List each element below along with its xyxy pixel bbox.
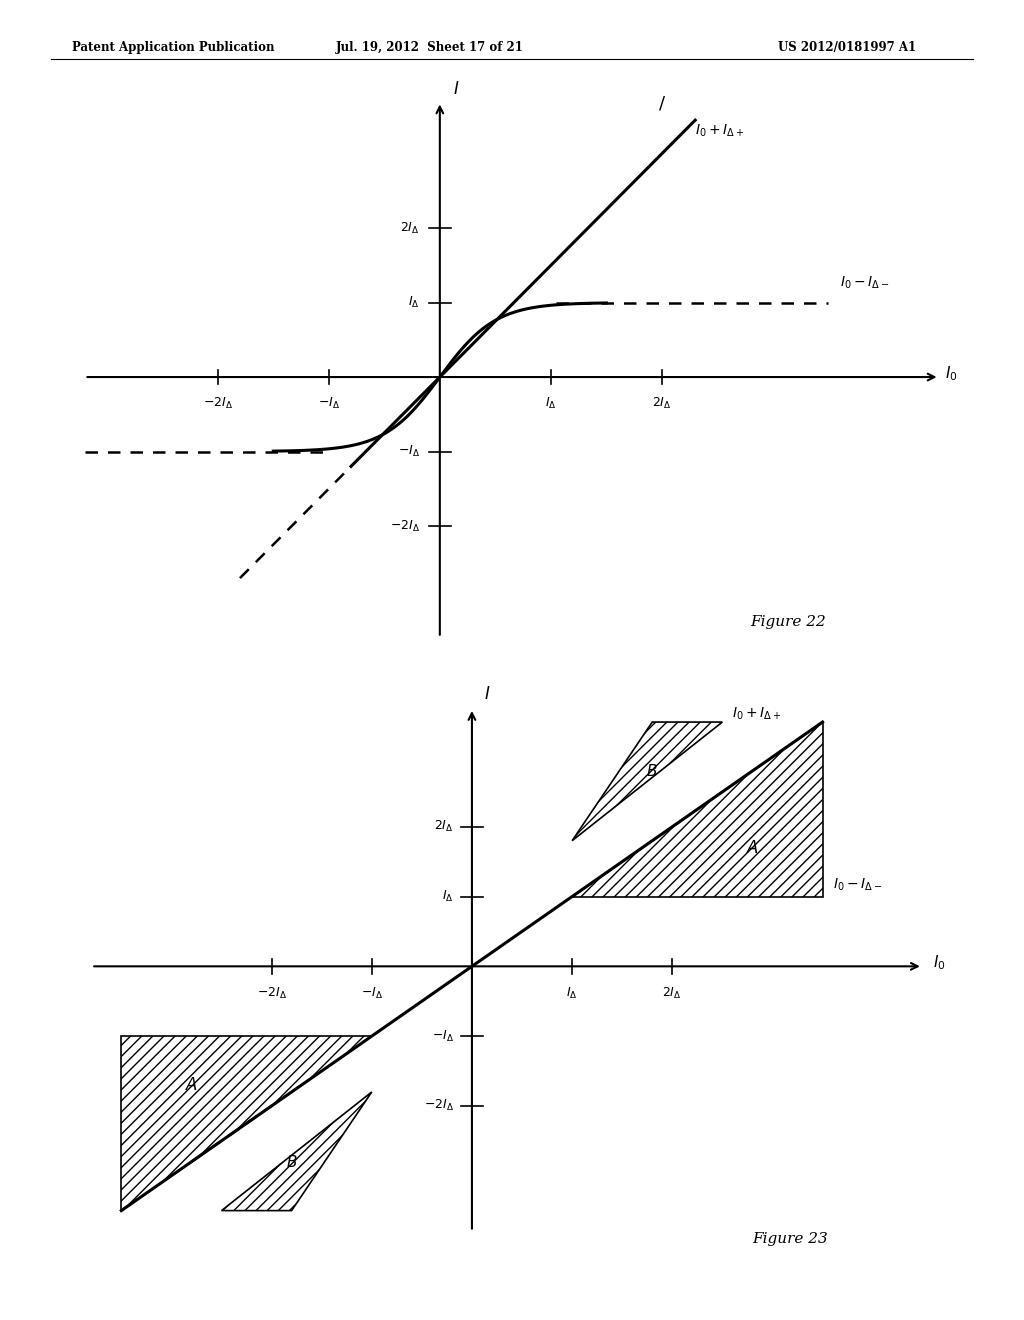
Text: Figure 22: Figure 22 <box>751 615 826 630</box>
Text: $I_\Delta$: $I_\Delta$ <box>442 888 454 904</box>
Text: $-I_\Delta$: $-I_\Delta$ <box>397 444 420 459</box>
Text: Figure 23: Figure 23 <box>753 1232 828 1246</box>
Text: $I_\Delta$: $I_\Delta$ <box>409 296 420 310</box>
Text: $2I_\Delta$: $2I_\Delta$ <box>652 396 672 411</box>
Text: $2I_\Delta$: $2I_\Delta$ <box>434 820 454 834</box>
Text: $I_\Delta$: $I_\Delta$ <box>545 396 557 411</box>
Text: $-2I_\Delta$: $-2I_\Delta$ <box>390 519 420 533</box>
Text: $I_0+I_{\Delta+}$: $I_0+I_{\Delta+}$ <box>695 123 744 139</box>
Text: $B$: $B$ <box>286 1154 297 1170</box>
Text: $-I_\Delta$: $-I_\Delta$ <box>432 1028 454 1044</box>
Text: $-I_\Delta$: $-I_\Delta$ <box>317 396 340 411</box>
Text: Patent Application Publication: Patent Application Publication <box>72 41 274 54</box>
Text: $2I_\Delta$: $2I_\Delta$ <box>400 220 420 236</box>
Text: $I_0$: $I_0$ <box>945 364 957 383</box>
Text: $A$: $A$ <box>745 838 759 857</box>
Text: $-2I_\Delta$: $-2I_\Delta$ <box>424 1098 454 1114</box>
Text: $B$: $B$ <box>646 763 658 779</box>
Text: $/$: $/$ <box>657 95 666 112</box>
Text: US 2012/0181997 A1: US 2012/0181997 A1 <box>778 41 916 54</box>
Text: Jul. 19, 2012  Sheet 17 of 21: Jul. 19, 2012 Sheet 17 of 21 <box>336 41 524 54</box>
Text: $I_0-I_{\Delta-}$: $I_0-I_{\Delta-}$ <box>833 876 882 894</box>
Text: $I_0$: $I_0$ <box>933 953 945 973</box>
Text: $2I_\Delta$: $2I_\Delta$ <box>663 986 682 1001</box>
Text: $-2I_\Delta$: $-2I_\Delta$ <box>203 396 232 411</box>
Text: $I_\Delta$: $I_\Delta$ <box>566 986 578 1001</box>
Text: $-I_\Delta$: $-I_\Delta$ <box>360 986 383 1001</box>
Text: $I_0+I_{\Delta+}$: $I_0+I_{\Delta+}$ <box>732 706 781 722</box>
Text: $I$: $I$ <box>454 79 460 98</box>
Text: $-2I_\Delta$: $-2I_\Delta$ <box>257 986 287 1001</box>
Text: $I$: $I$ <box>484 685 490 702</box>
Text: $A$: $A$ <box>185 1076 198 1094</box>
Text: $I_0-I_{\Delta-}$: $I_0-I_{\Delta-}$ <box>840 275 889 292</box>
